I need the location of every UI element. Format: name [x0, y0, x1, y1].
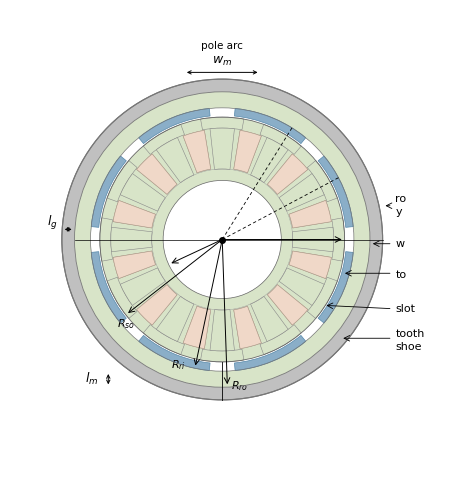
Circle shape — [163, 181, 281, 298]
Wedge shape — [251, 297, 288, 342]
Text: shoe: shoe — [395, 342, 422, 352]
Circle shape — [163, 181, 281, 298]
Circle shape — [91, 108, 354, 371]
Wedge shape — [307, 160, 337, 202]
Wedge shape — [113, 200, 155, 228]
Wedge shape — [234, 306, 261, 349]
Wedge shape — [139, 335, 210, 371]
Circle shape — [62, 79, 383, 400]
Wedge shape — [210, 309, 235, 351]
Text: y: y — [395, 207, 402, 217]
Wedge shape — [120, 173, 165, 211]
Text: $R_{ro}$: $R_{ro}$ — [231, 379, 248, 393]
Text: $R_{so}$: $R_{so}$ — [118, 318, 136, 331]
Text: w: w — [395, 239, 404, 249]
Wedge shape — [289, 251, 331, 279]
Wedge shape — [183, 306, 211, 349]
Circle shape — [100, 117, 345, 362]
Wedge shape — [210, 128, 235, 170]
Wedge shape — [100, 218, 113, 261]
Wedge shape — [289, 251, 331, 279]
Wedge shape — [279, 173, 324, 211]
Wedge shape — [139, 108, 210, 144]
Wedge shape — [234, 335, 306, 371]
Circle shape — [74, 92, 370, 387]
Wedge shape — [292, 227, 334, 252]
Wedge shape — [234, 130, 261, 173]
Text: $l_g$: $l_g$ — [46, 214, 57, 232]
Wedge shape — [113, 200, 155, 228]
Wedge shape — [279, 268, 324, 306]
Wedge shape — [137, 285, 177, 325]
Wedge shape — [307, 277, 337, 319]
Wedge shape — [156, 137, 194, 182]
Wedge shape — [183, 130, 211, 173]
Text: $R_{ri}$: $R_{ri}$ — [171, 358, 186, 372]
Wedge shape — [267, 154, 308, 194]
Text: $w_m$: $w_m$ — [212, 55, 232, 68]
Text: tooth: tooth — [395, 329, 425, 339]
Circle shape — [152, 169, 293, 310]
Wedge shape — [137, 285, 177, 325]
Text: ro: ro — [395, 194, 406, 204]
Wedge shape — [143, 125, 184, 154]
Wedge shape — [113, 251, 155, 279]
Wedge shape — [111, 227, 152, 252]
Wedge shape — [234, 306, 261, 349]
Circle shape — [74, 92, 370, 387]
Wedge shape — [120, 268, 165, 306]
Wedge shape — [251, 137, 288, 182]
Wedge shape — [183, 130, 211, 173]
Wedge shape — [260, 325, 301, 354]
Wedge shape — [260, 125, 301, 154]
Wedge shape — [267, 154, 308, 194]
Wedge shape — [267, 285, 308, 325]
Wedge shape — [201, 349, 244, 362]
Wedge shape — [107, 277, 137, 319]
Text: $l_m$: $l_m$ — [85, 371, 98, 387]
Text: $R_{si}$: $R_{si}$ — [145, 250, 161, 264]
Wedge shape — [156, 297, 194, 342]
Wedge shape — [267, 285, 308, 325]
Wedge shape — [201, 117, 244, 130]
Wedge shape — [113, 251, 155, 279]
Wedge shape — [183, 306, 211, 349]
Wedge shape — [332, 218, 345, 261]
Text: pole arc: pole arc — [201, 41, 243, 51]
Wedge shape — [137, 154, 177, 194]
Wedge shape — [107, 160, 137, 202]
Wedge shape — [234, 108, 306, 144]
Text: to: to — [395, 270, 406, 280]
Wedge shape — [318, 251, 353, 323]
Wedge shape — [289, 200, 331, 228]
Text: $D_g$: $D_g$ — [286, 223, 303, 240]
Wedge shape — [143, 325, 184, 354]
Wedge shape — [91, 156, 126, 228]
Text: slot: slot — [395, 304, 415, 314]
Wedge shape — [91, 251, 126, 323]
Wedge shape — [137, 154, 177, 194]
Wedge shape — [234, 130, 261, 173]
Wedge shape — [289, 200, 331, 228]
Wedge shape — [318, 156, 353, 228]
